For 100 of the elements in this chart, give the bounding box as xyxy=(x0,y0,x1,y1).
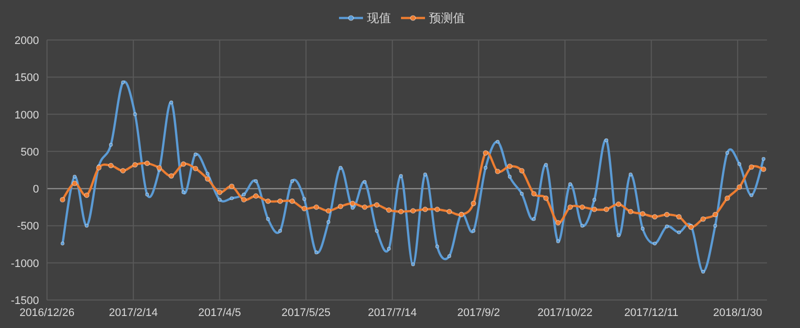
y-tick-label: 0 xyxy=(32,184,39,196)
point xyxy=(338,166,342,170)
point xyxy=(350,206,355,210)
point xyxy=(132,162,138,168)
point xyxy=(204,176,210,182)
point xyxy=(604,138,608,142)
point xyxy=(519,168,525,174)
point xyxy=(736,184,742,190)
point xyxy=(628,172,632,176)
point xyxy=(265,198,271,204)
point xyxy=(302,197,306,201)
point xyxy=(434,206,440,212)
point xyxy=(616,201,622,207)
point xyxy=(652,214,658,220)
y-tick-label: 1500 xyxy=(14,72,39,84)
point xyxy=(568,182,572,186)
point xyxy=(399,174,403,178)
point xyxy=(592,198,596,202)
point xyxy=(84,192,90,198)
point xyxy=(482,150,488,156)
point xyxy=(290,179,294,184)
point xyxy=(230,196,234,200)
x-tick-label: 2017/5/25 xyxy=(282,307,330,319)
point xyxy=(664,212,670,218)
point xyxy=(472,229,476,233)
point xyxy=(532,217,536,221)
point xyxy=(277,198,283,204)
point xyxy=(507,164,512,169)
point xyxy=(724,196,730,201)
point xyxy=(435,244,440,248)
point xyxy=(484,166,488,170)
point xyxy=(133,112,137,116)
point xyxy=(737,162,742,166)
point xyxy=(508,174,512,179)
point xyxy=(60,197,66,202)
point xyxy=(446,208,452,214)
point xyxy=(145,192,150,196)
legend-label: 现值 xyxy=(367,11,391,25)
point xyxy=(700,216,706,222)
point xyxy=(362,204,368,210)
x-tick-label: 2017/7/14 xyxy=(368,307,417,319)
x-tick-label: 2017/9/2 xyxy=(457,307,500,319)
point xyxy=(422,206,428,212)
y-tick-label: -1500 xyxy=(10,295,39,307)
point xyxy=(362,180,367,184)
point xyxy=(168,173,174,179)
point xyxy=(216,190,222,195)
point xyxy=(144,160,150,166)
point xyxy=(253,193,259,199)
point xyxy=(423,172,428,176)
point xyxy=(254,179,258,184)
point xyxy=(580,224,584,228)
point xyxy=(676,214,682,220)
x-tick-label: 2017/12/11 xyxy=(624,307,678,319)
point xyxy=(544,162,548,167)
point xyxy=(664,224,669,228)
point xyxy=(592,206,598,212)
x-tick-label: 2017/10/22 xyxy=(537,307,593,319)
point xyxy=(218,198,222,202)
point xyxy=(652,242,657,246)
point xyxy=(543,196,549,201)
point xyxy=(398,208,404,214)
point xyxy=(494,168,500,174)
point xyxy=(555,220,561,226)
x-tick-label: 2018/1/30 xyxy=(713,307,762,319)
point xyxy=(750,193,754,198)
point xyxy=(350,200,356,206)
point xyxy=(762,156,766,161)
point xyxy=(374,229,379,233)
point xyxy=(604,206,610,212)
point xyxy=(60,242,64,246)
y-tick-label: -1000 xyxy=(10,258,39,270)
y-tick-label: -500 xyxy=(16,220,39,233)
point xyxy=(108,162,114,168)
y-tick-label: 500 xyxy=(20,146,39,158)
point xyxy=(206,172,210,176)
point xyxy=(121,80,125,84)
point xyxy=(556,239,560,244)
point xyxy=(156,165,162,170)
point xyxy=(496,140,500,144)
point xyxy=(470,200,476,206)
point xyxy=(701,270,706,274)
point xyxy=(616,233,620,238)
legend-label: 预测值 xyxy=(429,11,465,25)
point xyxy=(169,100,174,104)
point xyxy=(640,211,646,217)
point xyxy=(180,161,186,167)
point xyxy=(314,250,318,254)
point xyxy=(326,208,332,214)
point xyxy=(410,208,416,214)
point xyxy=(278,229,282,233)
point xyxy=(713,224,718,228)
x-tick-label: 2017/2/14 xyxy=(108,307,158,319)
point xyxy=(108,142,113,147)
point xyxy=(411,262,415,266)
x-tick-label: 2017/4/5 xyxy=(198,307,242,319)
point xyxy=(725,151,730,155)
point xyxy=(374,202,380,208)
point xyxy=(72,174,77,179)
point xyxy=(302,206,307,212)
